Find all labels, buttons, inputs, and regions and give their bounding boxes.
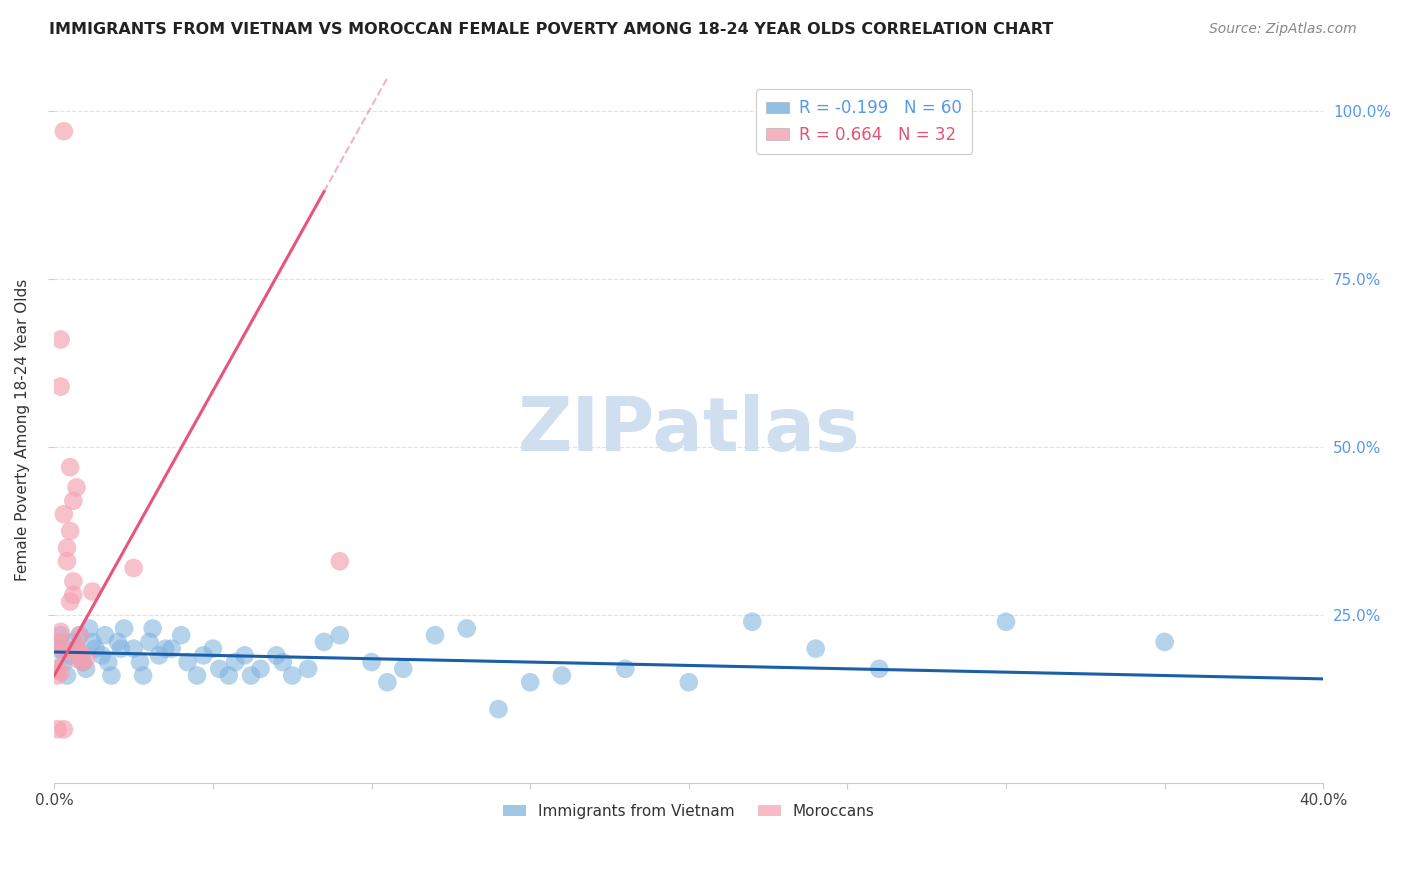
Point	[65, 651, 87, 665]
Point	[97, 655, 120, 669]
Point	[329, 628, 352, 642]
Point	[69, 628, 91, 642]
Point	[614, 662, 637, 676]
Point	[69, 628, 91, 642]
Point	[46, 723, 69, 737]
Point	[72, 655, 94, 669]
Point	[297, 662, 319, 676]
Point	[519, 675, 541, 690]
Point	[49, 333, 72, 347]
Point	[52, 645, 75, 659]
Point	[49, 665, 72, 680]
Point	[233, 648, 256, 663]
Point	[77, 622, 100, 636]
Point	[49, 624, 72, 639]
Legend: Immigrants from Vietnam, Moroccans: Immigrants from Vietnam, Moroccans	[496, 797, 880, 825]
Point	[456, 622, 478, 636]
Point	[218, 668, 240, 682]
Point	[249, 662, 271, 676]
Point	[142, 622, 165, 636]
Point	[52, 655, 75, 669]
Point	[69, 645, 91, 659]
Point	[224, 655, 246, 669]
Point	[160, 641, 183, 656]
Point	[107, 635, 129, 649]
Point	[329, 554, 352, 568]
Point	[82, 635, 104, 649]
Point	[46, 638, 69, 652]
Point	[49, 635, 72, 649]
Point	[551, 668, 574, 682]
Point	[100, 668, 122, 682]
Point	[62, 493, 84, 508]
Point	[65, 480, 87, 494]
Point	[377, 675, 399, 690]
Point	[49, 379, 72, 393]
Point	[122, 561, 145, 575]
Point	[193, 648, 215, 663]
Point	[75, 651, 97, 665]
Point	[59, 524, 82, 538]
Point	[201, 641, 224, 656]
Point	[423, 628, 446, 642]
Point	[110, 641, 132, 656]
Point	[84, 641, 107, 656]
Point	[59, 594, 82, 608]
Text: Source: ZipAtlas.com: Source: ZipAtlas.com	[1209, 22, 1357, 37]
Point	[129, 655, 152, 669]
Point	[56, 541, 79, 555]
Point	[62, 635, 84, 649]
Point	[240, 668, 263, 682]
Point	[112, 622, 135, 636]
Point	[281, 668, 304, 682]
Point	[176, 655, 198, 669]
Point	[75, 662, 97, 676]
Point	[52, 723, 75, 737]
Point	[392, 662, 415, 676]
Point	[46, 668, 69, 682]
Point	[56, 554, 79, 568]
Point	[186, 668, 208, 682]
Point	[995, 615, 1018, 629]
Point	[49, 628, 72, 642]
Text: ZIPatlas: ZIPatlas	[517, 393, 860, 467]
Point	[360, 655, 382, 669]
Point	[90, 648, 112, 663]
Point	[46, 662, 69, 676]
Y-axis label: Female Poverty Among 18-24 Year Olds: Female Poverty Among 18-24 Year Olds	[15, 279, 30, 582]
Point	[741, 615, 763, 629]
Point	[59, 460, 82, 475]
Point	[122, 641, 145, 656]
Point	[271, 655, 294, 669]
Point	[868, 662, 890, 676]
Point	[82, 584, 104, 599]
Point	[132, 668, 155, 682]
Point	[72, 655, 94, 669]
Point	[266, 648, 288, 663]
Point	[52, 508, 75, 522]
Point	[62, 574, 84, 589]
Point	[148, 648, 170, 663]
Point	[170, 628, 193, 642]
Point	[1153, 635, 1175, 649]
Point	[138, 635, 160, 649]
Point	[65, 641, 87, 656]
Text: IMMIGRANTS FROM VIETNAM VS MOROCCAN FEMALE POVERTY AMONG 18-24 YEAR OLDS CORRELA: IMMIGRANTS FROM VIETNAM VS MOROCCAN FEMA…	[49, 22, 1053, 37]
Point	[56, 668, 79, 682]
Point	[312, 635, 335, 649]
Point	[59, 648, 82, 663]
Point	[94, 628, 117, 642]
Point	[155, 641, 177, 656]
Point	[804, 641, 827, 656]
Point	[52, 124, 75, 138]
Point	[65, 641, 87, 656]
Point	[62, 588, 84, 602]
Point	[678, 675, 700, 690]
Point	[46, 641, 69, 656]
Point	[208, 662, 231, 676]
Point	[488, 702, 510, 716]
